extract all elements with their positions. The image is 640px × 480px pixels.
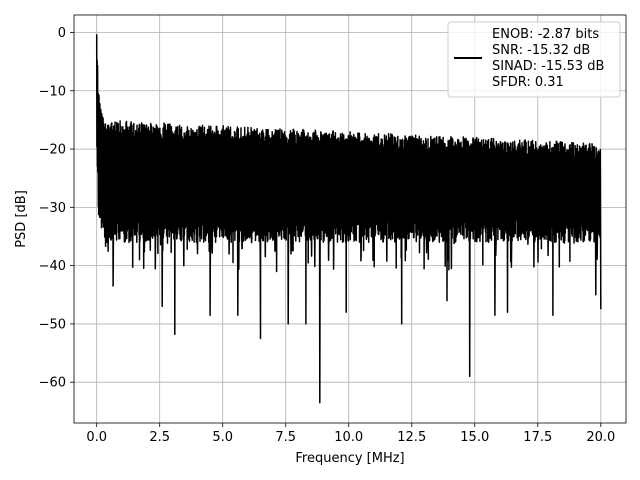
legend-line-enob: ENOB: -2.87 bits: [492, 27, 599, 42]
legend-line-sfdr: SFDR: 0.31: [492, 75, 564, 90]
x-tick-label: 20.0: [586, 430, 615, 445]
x-tick-label: 12.5: [397, 430, 426, 445]
y-tick-label: −30: [39, 201, 66, 216]
plot-area: [95, 34, 602, 404]
x-tick-label: 7.5: [275, 430, 296, 445]
x-tick-label: 5.0: [212, 430, 233, 445]
x-tick-label: 2.5: [149, 430, 170, 445]
y-tick-label: 0: [58, 26, 66, 41]
x-tick-label: 0.0: [86, 430, 107, 445]
legend-line-snr: SNR: -15.32 dB: [492, 43, 590, 58]
y-tick-label: −60: [39, 376, 66, 391]
x-tick-label: 17.5: [523, 430, 552, 445]
x-tick-label: 10.0: [334, 430, 363, 445]
psd-series-line: [95, 34, 602, 404]
x-axis-label: Frequency [MHz]: [295, 451, 404, 466]
y-tick-label: −20: [39, 143, 66, 158]
y-tick-label: −10: [39, 84, 66, 99]
axis-ticks: 0.0 2.5 5.0 7.5 10.0 12.5 15.0 17.5 20.0 0 −10 −20 −…: [39, 26, 616, 445]
y-axis-label: PSD [dB]: [14, 190, 29, 248]
x-tick-label: 15.0: [460, 430, 489, 445]
legend: ENOB: -2.87 bits SNR: -15.32 dB SINAD: -…: [447, 21, 621, 98]
y-tick-label: −50: [39, 317, 66, 332]
y-tick-label: −40: [39, 259, 66, 274]
legend-box: [447, 21, 621, 98]
legend-line-sinad: SINAD: -15.53 dB: [492, 59, 604, 74]
axes-frame: [73, 14, 627, 424]
